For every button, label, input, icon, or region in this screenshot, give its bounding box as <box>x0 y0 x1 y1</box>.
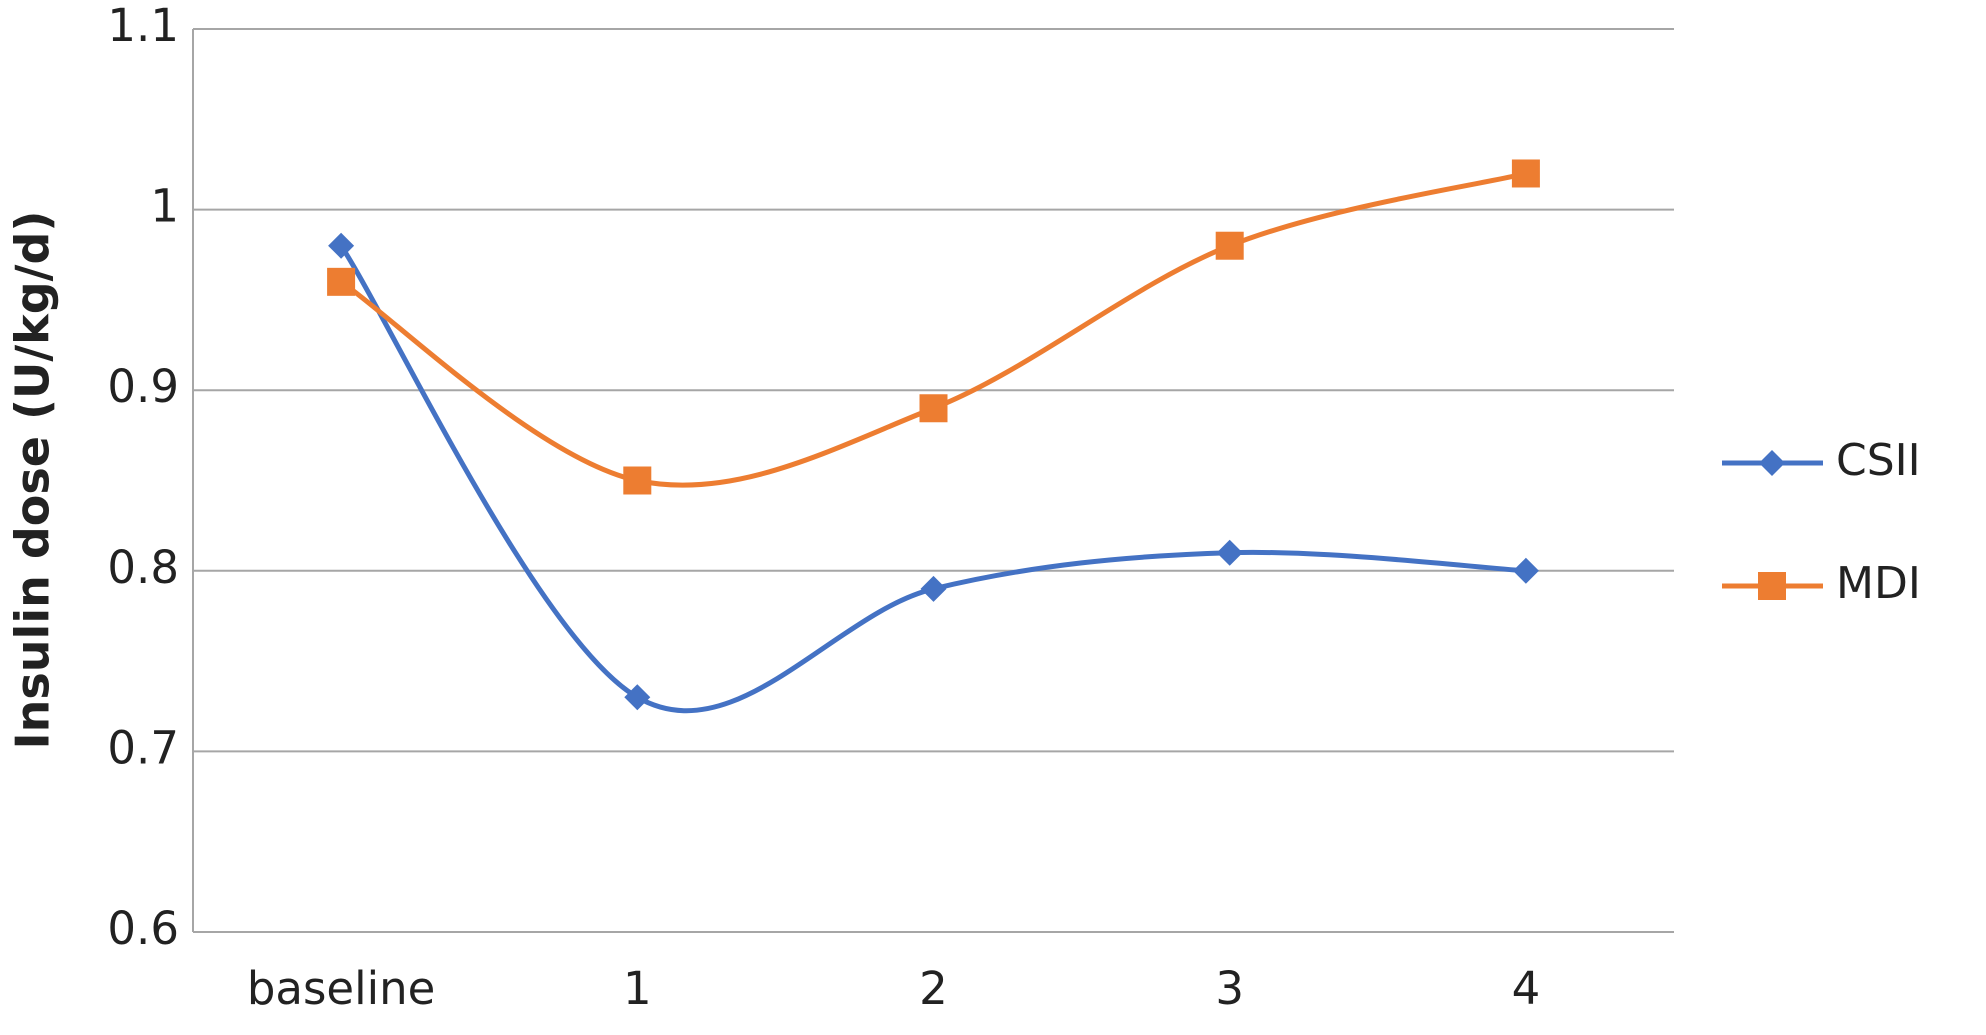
legend-label: MDI <box>1836 558 1921 609</box>
y-tick-label: 1 <box>150 180 179 233</box>
legend-label: CSII <box>1836 435 1921 486</box>
data-point <box>1216 539 1243 566</box>
series-line <box>339 244 1527 714</box>
data-point <box>920 575 947 602</box>
x-tick-label: baseline <box>247 962 435 1015</box>
x-tick-label: 4 <box>1512 962 1541 1015</box>
y-axis-title: Insulin dose (U/kg/d) <box>6 211 60 750</box>
y-tick-label: 0.8 <box>107 541 179 594</box>
data-point <box>1512 557 1539 584</box>
data-point <box>623 466 652 495</box>
data-point <box>327 267 356 296</box>
x-tick-label: 1 <box>623 962 652 1015</box>
data-point <box>624 684 651 711</box>
data-point <box>919 394 948 423</box>
data-point <box>1215 231 1244 260</box>
y-tick-label: 0.7 <box>107 721 179 774</box>
series-line <box>339 171 1527 488</box>
x-tick-label: 2 <box>919 962 948 1015</box>
x-tick-label: 3 <box>1215 962 1244 1015</box>
y-tick-label: 0.6 <box>107 902 179 955</box>
y-tick-label: 1.1 <box>107 0 179 52</box>
data-point <box>328 232 355 259</box>
y-tick-label: 0.9 <box>107 360 179 413</box>
data-point <box>1511 159 1540 188</box>
legend-marker <box>1758 572 1786 600</box>
legend-marker <box>1759 450 1785 476</box>
